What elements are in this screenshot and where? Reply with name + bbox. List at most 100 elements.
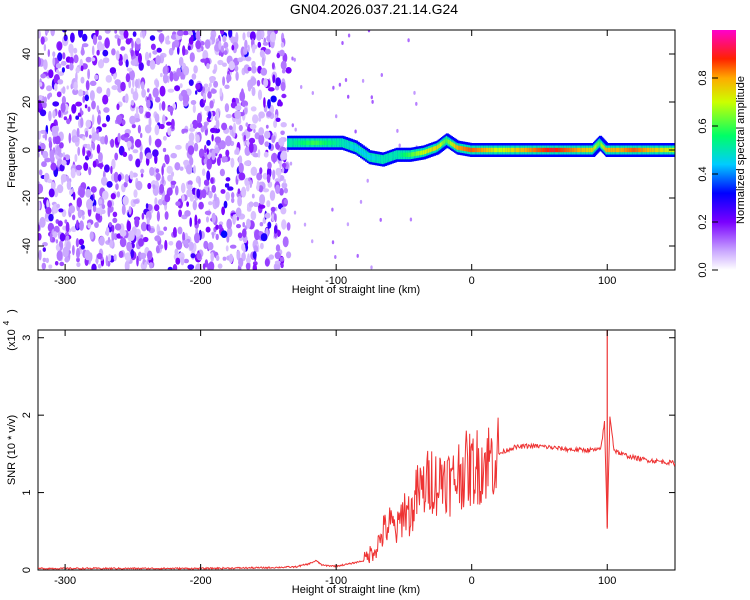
noise-speckle bbox=[236, 250, 241, 261]
noise-speckle bbox=[210, 88, 217, 94]
y-tick-label: 20 bbox=[21, 96, 33, 108]
noise-speckle bbox=[235, 207, 242, 218]
noise-speckle bbox=[104, 164, 110, 173]
ridge-core bbox=[458, 145, 462, 151]
noise-speckle bbox=[226, 227, 233, 238]
noise-speckle bbox=[187, 45, 191, 51]
ridge-core bbox=[302, 140, 306, 145]
noise-speckle bbox=[331, 207, 334, 212]
noise-speckle bbox=[46, 199, 49, 209]
ridge-core bbox=[380, 157, 384, 162]
colorbar-tick-label: 0.8 bbox=[697, 70, 709, 85]
noise-speckle bbox=[129, 170, 134, 180]
noise-speckle bbox=[38, 30, 41, 39]
snr-y-label: SNR (10 * v/v) bbox=[6, 415, 18, 485]
ridge-core bbox=[531, 147, 535, 153]
ridge-core bbox=[607, 147, 611, 153]
noise-speckle bbox=[79, 187, 85, 198]
noise-speckle bbox=[98, 199, 103, 205]
snr-scale-label: (x10 bbox=[6, 329, 18, 350]
noise-speckle bbox=[225, 177, 231, 182]
noise-speckle bbox=[208, 190, 213, 199]
noise-speckle bbox=[78, 238, 85, 246]
ridge-core bbox=[666, 147, 670, 153]
noise-speckle bbox=[280, 130, 285, 136]
ridge-core bbox=[539, 147, 543, 153]
noise-speckle bbox=[228, 125, 233, 130]
noise-speckle bbox=[207, 91, 212, 99]
noise-speckle bbox=[249, 31, 256, 41]
noise-speckle bbox=[234, 110, 241, 119]
ridge-core bbox=[410, 152, 414, 157]
noise-speckle bbox=[211, 134, 214, 142]
ridge-core bbox=[519, 147, 523, 153]
noise-speckle bbox=[271, 213, 275, 222]
noise-speckle bbox=[155, 245, 160, 254]
noise-speckle bbox=[250, 106, 257, 112]
noise-speckle bbox=[65, 235, 70, 241]
noise-speckle bbox=[97, 41, 103, 52]
noise-speckle bbox=[260, 67, 268, 76]
noise-speckle bbox=[213, 193, 217, 202]
noise-speckle bbox=[239, 90, 246, 102]
noise-speckle bbox=[140, 221, 148, 232]
noise-speckle bbox=[193, 65, 198, 74]
ridge-core bbox=[612, 147, 616, 153]
noise-speckle bbox=[140, 173, 144, 178]
noise-speckle bbox=[267, 87, 275, 92]
noise-speckle bbox=[195, 40, 202, 50]
ridge-core bbox=[326, 140, 330, 145]
noise-speckle bbox=[41, 262, 46, 270]
noise-speckle bbox=[407, 38, 410, 43]
noise-speckle bbox=[157, 230, 165, 236]
noise-speckle bbox=[158, 244, 164, 250]
noise-speckle bbox=[130, 59, 137, 66]
noise-speckle bbox=[189, 123, 194, 129]
noise-speckle bbox=[207, 262, 214, 270]
noise-speckle bbox=[107, 200, 112, 208]
noise-speckle bbox=[38, 94, 43, 101]
ridge-core bbox=[570, 147, 574, 153]
spectrogram-x-axis: -300 -200 -100 0 100 bbox=[54, 30, 616, 287]
noise-speckle bbox=[361, 78, 365, 83]
ridge-core bbox=[338, 140, 342, 145]
noise-speckle bbox=[94, 74, 99, 80]
noise-speckle bbox=[134, 78, 139, 89]
noise-speckle bbox=[177, 226, 183, 235]
noise-speckle bbox=[159, 123, 165, 130]
noise-speckle bbox=[61, 159, 67, 166]
noise-speckle bbox=[281, 182, 288, 189]
colorbar-tick-label: 0.4 bbox=[697, 166, 709, 181]
noise-speckle bbox=[43, 59, 48, 71]
ridge-core bbox=[487, 147, 491, 153]
noise-speckle bbox=[286, 222, 291, 231]
noise-speckle bbox=[42, 150, 49, 159]
x-tick-label: -300 bbox=[54, 275, 76, 287]
noise-speckle bbox=[76, 257, 80, 263]
noise-speckle bbox=[338, 82, 342, 87]
noise-speckle bbox=[94, 222, 99, 228]
noise-speckle bbox=[91, 45, 95, 56]
noise-speckle bbox=[187, 180, 193, 186]
ridge-core bbox=[659, 147, 663, 153]
noise-speckle bbox=[291, 123, 294, 128]
noise-speckle bbox=[207, 111, 212, 120]
noise-speckle bbox=[108, 222, 112, 228]
noise-speckle bbox=[251, 193, 255, 199]
noise-speckle bbox=[64, 219, 68, 224]
noise-speckle bbox=[164, 154, 170, 165]
noise-speckle bbox=[245, 122, 249, 127]
noise-speckle bbox=[253, 201, 259, 207]
ridge-core bbox=[509, 147, 513, 153]
noise-speckle bbox=[91, 114, 95, 125]
noise-speckle bbox=[196, 188, 201, 199]
noise-speckle bbox=[61, 67, 65, 73]
noise-speckle bbox=[230, 157, 235, 168]
ridge-core bbox=[554, 147, 558, 153]
noise-speckle bbox=[203, 83, 209, 88]
noise-speckle bbox=[225, 135, 232, 147]
ridge-core bbox=[415, 151, 420, 156]
noise-speckle bbox=[183, 65, 190, 76]
noise-speckle bbox=[125, 38, 131, 45]
noise-speckle bbox=[52, 231, 58, 238]
